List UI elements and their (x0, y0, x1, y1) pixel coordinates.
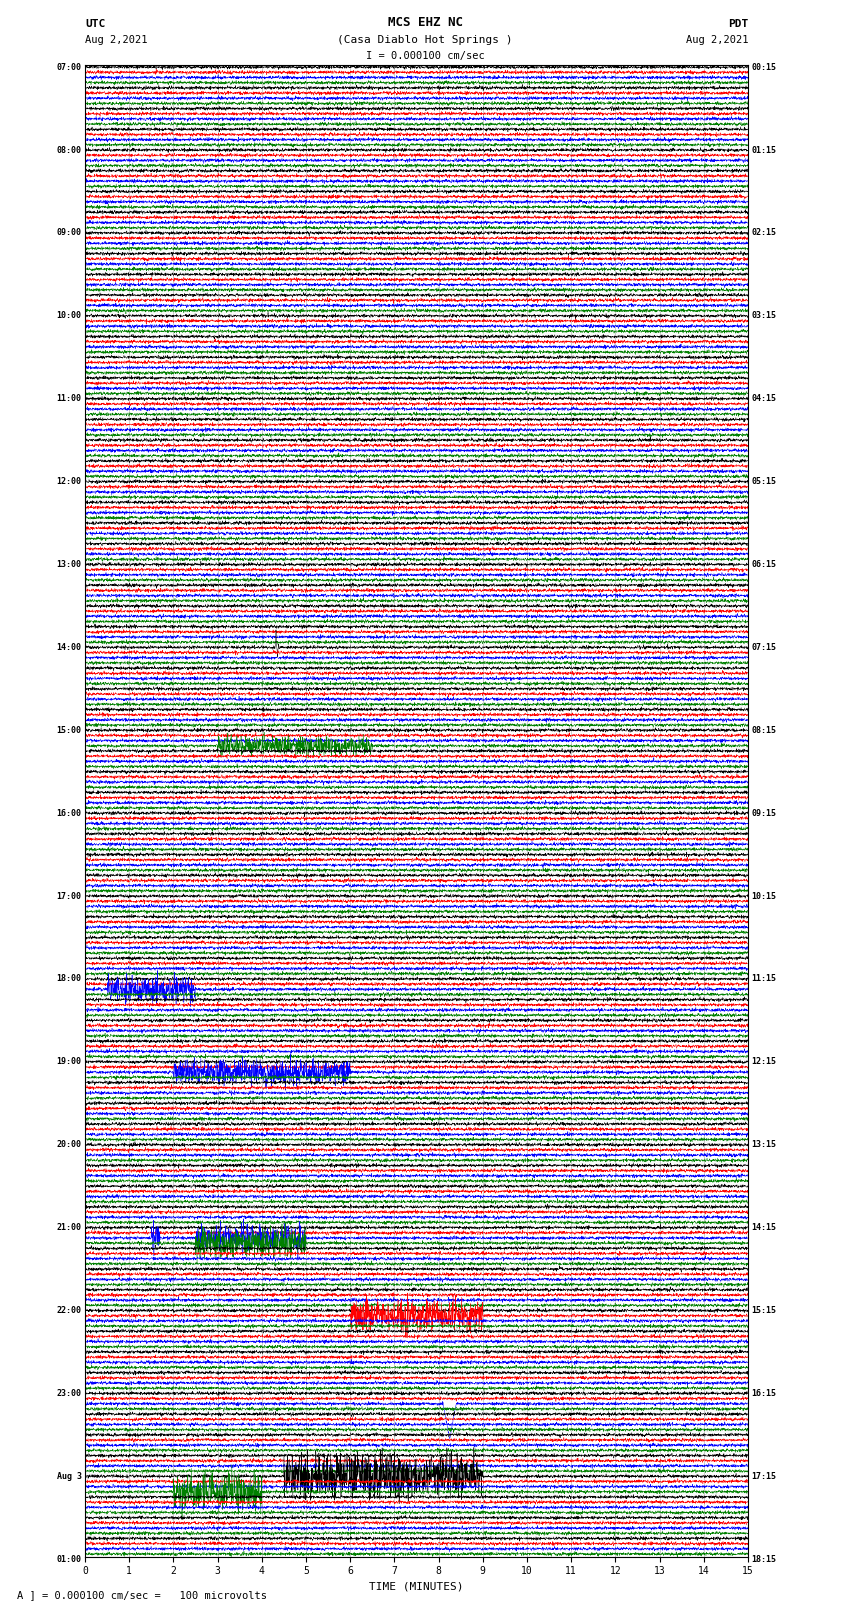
X-axis label: TIME (MINUTES): TIME (MINUTES) (369, 1582, 464, 1592)
Text: 07:15: 07:15 (751, 644, 776, 652)
Text: Aug 2,2021: Aug 2,2021 (85, 35, 148, 45)
Text: 08:00: 08:00 (57, 145, 82, 155)
Text: 02:15: 02:15 (751, 229, 776, 237)
Text: 15:00: 15:00 (57, 726, 82, 736)
Text: 19:00: 19:00 (57, 1057, 82, 1066)
Text: 15:15: 15:15 (751, 1307, 776, 1315)
Text: 18:15: 18:15 (751, 1555, 776, 1563)
Text: 17:00: 17:00 (57, 892, 82, 900)
Text: 14:00: 14:00 (57, 644, 82, 652)
Text: 12:15: 12:15 (751, 1057, 776, 1066)
Text: 17:15: 17:15 (751, 1471, 776, 1481)
Text: 00:15: 00:15 (751, 63, 776, 71)
Text: PDT: PDT (728, 19, 748, 29)
Text: 14:15: 14:15 (751, 1223, 776, 1232)
Text: 21:00: 21:00 (57, 1223, 82, 1232)
Text: 16:00: 16:00 (57, 808, 82, 818)
Text: 10:15: 10:15 (751, 892, 776, 900)
Text: 20:00: 20:00 (57, 1140, 82, 1148)
Text: 04:15: 04:15 (751, 394, 776, 403)
Text: 13:00: 13:00 (57, 560, 82, 569)
Text: 22:00: 22:00 (57, 1307, 82, 1315)
Text: 01:00: 01:00 (57, 1555, 82, 1563)
Text: 06:15: 06:15 (751, 560, 776, 569)
Text: Aug 3: Aug 3 (57, 1471, 82, 1481)
Text: 10:00: 10:00 (57, 311, 82, 321)
Text: 13:15: 13:15 (751, 1140, 776, 1148)
Text: I = 0.000100 cm/sec: I = 0.000100 cm/sec (366, 52, 484, 61)
Text: 18:00: 18:00 (57, 974, 82, 984)
Text: UTC: UTC (85, 19, 105, 29)
Text: 05:15: 05:15 (751, 477, 776, 486)
Text: Aug 2,2021: Aug 2,2021 (685, 35, 748, 45)
Text: 12:00: 12:00 (57, 477, 82, 486)
Text: A ] = 0.000100 cm/sec =   100 microvolts: A ] = 0.000100 cm/sec = 100 microvolts (17, 1590, 267, 1600)
Text: 16:15: 16:15 (751, 1389, 776, 1398)
Text: 08:15: 08:15 (751, 726, 776, 736)
Text: 01:15: 01:15 (751, 145, 776, 155)
Text: 09:00: 09:00 (57, 229, 82, 237)
Text: MCS EHZ NC: MCS EHZ NC (388, 16, 462, 29)
Text: (Casa Diablo Hot Springs ): (Casa Diablo Hot Springs ) (337, 35, 513, 45)
Text: 07:00: 07:00 (57, 63, 82, 71)
Text: 23:00: 23:00 (57, 1389, 82, 1398)
Text: 09:15: 09:15 (751, 808, 776, 818)
Text: 11:15: 11:15 (751, 974, 776, 984)
Text: 03:15: 03:15 (751, 311, 776, 321)
Text: 11:00: 11:00 (57, 394, 82, 403)
